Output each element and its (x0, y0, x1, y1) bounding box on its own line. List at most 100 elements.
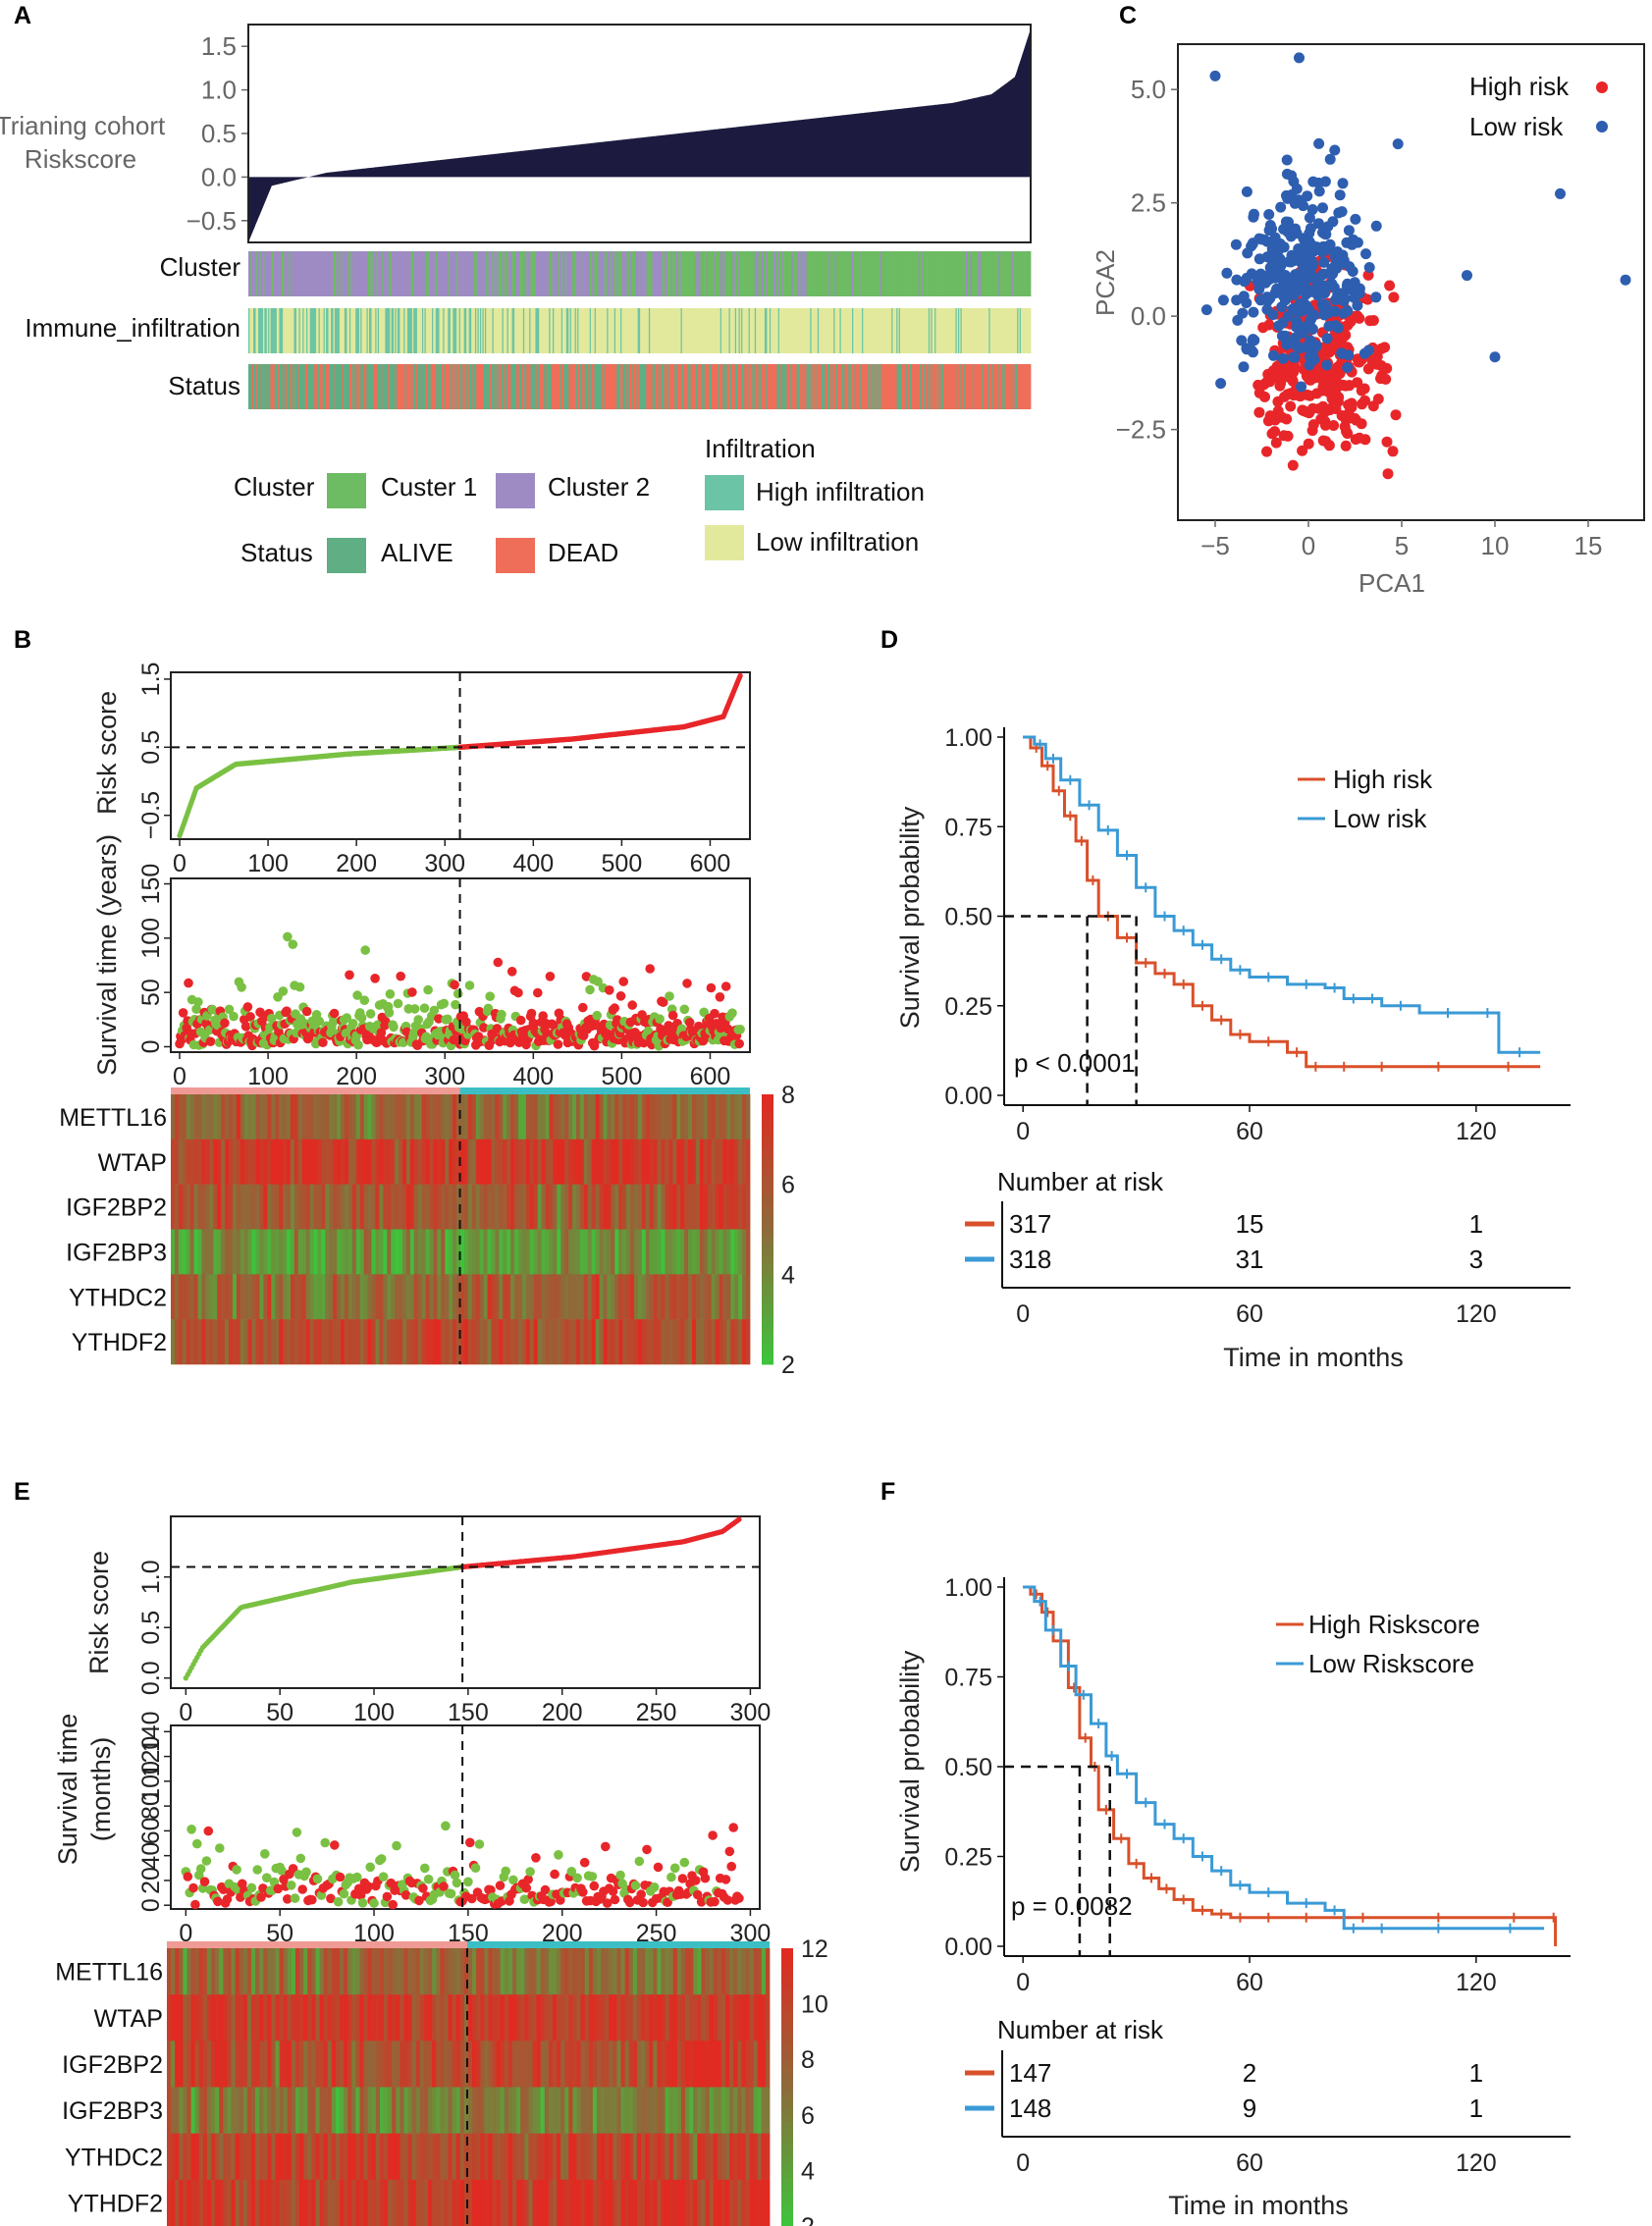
panel-b-heat-cell (746, 1274, 751, 1320)
cluster-track-cell (321, 251, 323, 296)
status-track-cell (799, 364, 801, 409)
cluster-track-cell (718, 251, 719, 296)
immune-track-cell (715, 308, 718, 353)
status-track-cell (512, 364, 515, 409)
cluster-track-cell (666, 251, 668, 296)
panel-d-pvalue: p < 0.0001 (1014, 1048, 1136, 1078)
panel-b-heat-cell (491, 1184, 496, 1230)
status-track-cell (927, 364, 930, 409)
panel-b-heat-cell (503, 1274, 507, 1320)
panel-b-heat-cell (572, 1139, 577, 1185)
panel-b-heat-cell (259, 1319, 264, 1365)
immune-track-cell (261, 308, 264, 353)
panel-b-heat-cell (611, 1319, 615, 1365)
immune-track-cell (804, 308, 806, 353)
pca-point-high (1306, 425, 1318, 437)
panel-b-heat-cell (405, 1094, 411, 1140)
panel-b-risk-ytick-label: −0.5 (137, 791, 165, 839)
status-track-cell (623, 364, 626, 409)
status-track-cell (585, 364, 588, 409)
cluster-track-cell (327, 251, 329, 296)
panel-b-heat-cell (247, 1274, 252, 1320)
immune-track-cell (814, 308, 816, 353)
status-track-cell (387, 364, 390, 409)
panel-b-heat-cell (572, 1319, 577, 1365)
panel-e-label: E (14, 1478, 30, 1506)
status-track-cell (493, 364, 496, 409)
cluster-track-cell (344, 251, 346, 296)
panel-b-heat-cell (707, 1274, 713, 1320)
panel-b-heat-cell (599, 1139, 604, 1185)
panel-b-surv-point (727, 1008, 737, 1018)
panel-b-heat-cell (722, 1184, 727, 1230)
pca-point-low (1316, 246, 1328, 258)
immune-track-cell (756, 308, 758, 353)
pca-point-high (1253, 406, 1265, 418)
status-track-cell (281, 364, 284, 409)
panel-b-heat-cell (734, 1229, 739, 1275)
cluster-track-cell (961, 251, 964, 296)
panel-b-heat-cell (614, 1229, 619, 1275)
immune-track-cell (771, 308, 773, 353)
panel-b-heat-cell (672, 1229, 677, 1275)
immune-track-cell (820, 308, 823, 353)
status-track-cell (800, 364, 802, 409)
immune-track-cell (791, 308, 794, 353)
panel-b-heat-cell (293, 1094, 299, 1140)
status-track-cell (362, 364, 365, 409)
panel-b-heat-cell (259, 1274, 264, 1320)
panel-b-heat-cell (387, 1094, 392, 1140)
status-track-cell (817, 364, 820, 409)
immune-track-cell (312, 308, 314, 353)
immune-track-cell (984, 308, 986, 353)
panel-b-heat-cell (503, 1319, 507, 1365)
immune-track-cell (767, 308, 770, 353)
cluster-track-cell (855, 251, 858, 296)
cluster-track-cell (346, 251, 347, 296)
cluster-track-cell (293, 251, 294, 296)
cluster-track-cell (715, 251, 718, 296)
cluster-track-cell (719, 251, 721, 296)
panel-d-ytick-label: 1.00 (944, 724, 992, 752)
cluster-track-cell (807, 251, 810, 296)
status-track-cell (255, 364, 258, 409)
status-track-cell (401, 364, 404, 409)
pca-point-low (1321, 359, 1333, 371)
status-track-cell (379, 364, 381, 409)
immune-track-cell (550, 308, 553, 353)
status-track-cell (617, 364, 620, 409)
status-track-cell (902, 364, 905, 409)
cluster-track-cell (263, 251, 265, 296)
panel-b-heat-cell (193, 1274, 198, 1320)
immune-track-cell (617, 308, 620, 353)
cluster-track-cell (731, 251, 733, 296)
immune-track-cell (553, 308, 555, 353)
cluster-track-cell (792, 251, 795, 296)
panel-b-heat-cell (221, 1094, 226, 1140)
panel-b-heat-cell (337, 1139, 342, 1185)
cluster-track-cell (794, 251, 796, 296)
immune-track-cell (661, 308, 664, 353)
immune-track-cell (733, 308, 736, 353)
status-track-cell (424, 364, 427, 409)
panel-b-heatmap (171, 1087, 751, 1365)
status-track-cell (572, 364, 574, 409)
panel-b-heat-cell (637, 1184, 643, 1230)
cluster-track-cell (988, 251, 990, 296)
panel-b-surv-xtick-label: 0 (173, 1063, 187, 1090)
panel-b-heat-cell (309, 1229, 314, 1275)
panel-b-heat-cell (722, 1139, 727, 1185)
panel-b-heat-cell (383, 1184, 388, 1230)
immune-track-cell (318, 308, 321, 353)
panel-b-heat-cell (653, 1184, 658, 1230)
panel-b-heat-cell (637, 1139, 643, 1185)
pca-point-low (1296, 381, 1307, 393)
pca-point-low (1273, 244, 1285, 256)
status-track-cell (703, 364, 705, 409)
cluster-track-cell (759, 251, 762, 296)
status-track-cell (994, 364, 997, 409)
panel-b-heat-cell (746, 1094, 751, 1140)
status-track-cell (574, 364, 577, 409)
panel-b-heat-cell (371, 1274, 376, 1320)
cluster-track-cell (1010, 251, 1013, 296)
